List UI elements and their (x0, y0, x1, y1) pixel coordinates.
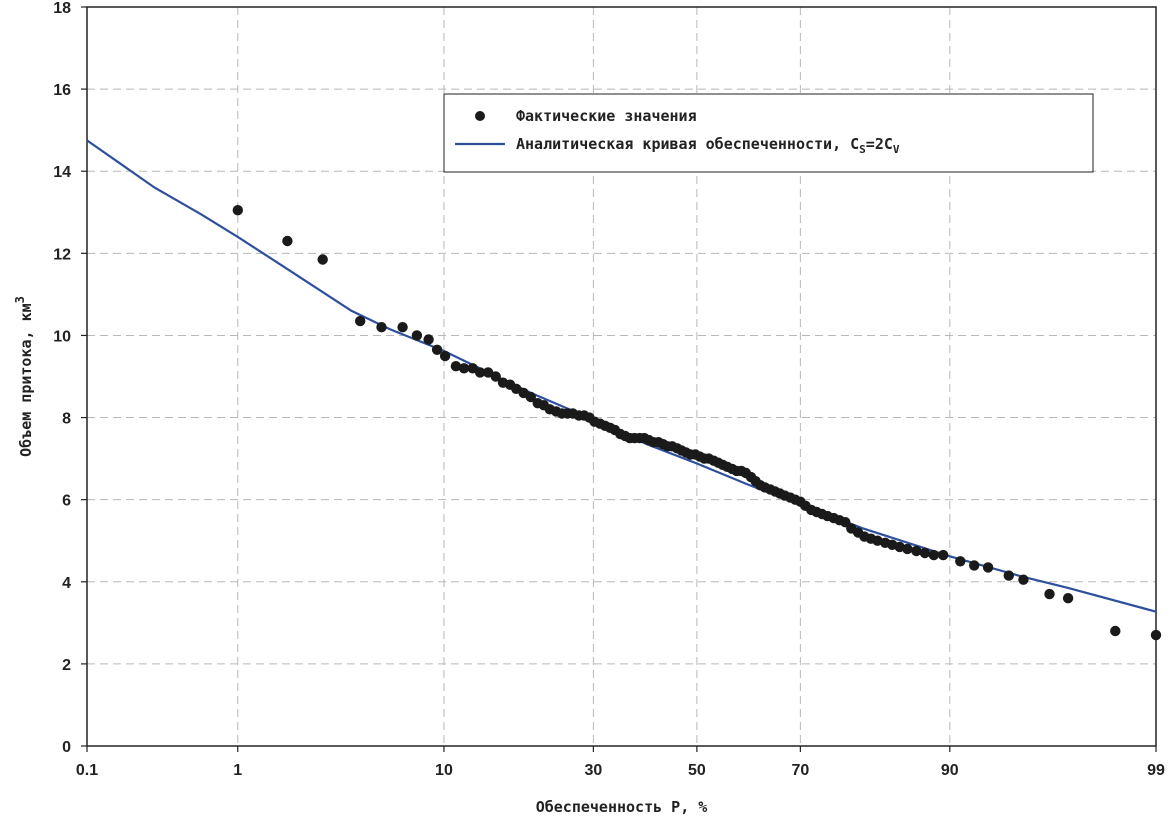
observed-points (232, 205, 1162, 641)
legend-curve-name: Аналитическая кривая обеспеченности, C (516, 135, 859, 153)
data-point (376, 322, 387, 333)
legend-point-marker (475, 111, 485, 121)
y-tick-label: 18 (53, 0, 71, 17)
x-tick-label: 90 (941, 762, 959, 779)
y-tick-label: 0 (62, 739, 71, 756)
data-point (282, 235, 293, 247)
data-point (423, 334, 434, 345)
legend-label-observed: Фактические значения (516, 107, 697, 125)
y-axis-title-superscript: 3 (13, 296, 27, 303)
y-axis-title-text: Объем притока, км (17, 303, 35, 457)
plot-area-frame (86, 6, 1157, 747)
data-point (525, 391, 536, 403)
y-tick-label: 6 (62, 493, 71, 510)
legend-label-curve: Аналитическая кривая обеспеченности, CS=… (516, 135, 900, 156)
data-point (928, 549, 939, 561)
data-point (969, 560, 980, 571)
data-point (482, 367, 494, 378)
y-tick-label: 14 (53, 164, 71, 181)
data-point (938, 549, 949, 561)
data-point (411, 330, 423, 341)
legend: Фактические значения Аналитическая крива… (443, 93, 1094, 173)
data-point (317, 254, 328, 265)
data-point (450, 361, 462, 372)
x-tick-label: 99 (1147, 762, 1165, 779)
data-point (1003, 570, 1014, 581)
data-point (490, 371, 501, 382)
x-tick-label: 10 (435, 762, 453, 779)
x-axis-title: Обеспеченность P, % (536, 798, 708, 816)
data-point (439, 350, 451, 362)
x-tick-label: 0.1 (76, 762, 98, 779)
data-point (1018, 574, 1029, 585)
y-axis-title: Объем притока, км3 (13, 296, 35, 457)
x-tick-label: 30 (584, 762, 602, 779)
analytic-curve-line (86, 139, 1157, 613)
data-point (911, 545, 922, 557)
data-point (1044, 588, 1055, 600)
data-point (232, 205, 243, 216)
y-tick-label: 4 (62, 575, 71, 592)
legend-curve-sub-s: S (859, 143, 866, 156)
legend-curve-sub-v: V (893, 143, 900, 156)
data-point (431, 344, 443, 355)
data-point (1062, 593, 1074, 604)
legend-curve-eq: =2C (866, 135, 893, 153)
data-point (955, 556, 966, 567)
data-point (397, 322, 408, 333)
data-point (1110, 625, 1121, 637)
data-point (902, 543, 913, 555)
x-tick-label: 70 (791, 762, 809, 779)
x-tick-label: 50 (688, 762, 706, 779)
y-tick-label: 2 (62, 657, 71, 674)
data-point (919, 547, 931, 559)
axis-ticks: 0.1 1 10 30 50 70 90 99 0 2 4 6 8 10 12 14 16 18 (53, 0, 1165, 779)
data-point (355, 315, 366, 327)
data-point (474, 367, 486, 378)
x-tick-label: 1 (233, 762, 242, 779)
data-point (982, 562, 994, 573)
legend-box (443, 93, 1094, 173)
data-point (1150, 629, 1162, 641)
y-tick-label: 16 (53, 82, 71, 99)
y-tick-label: 12 (53, 246, 71, 263)
data-point (458, 363, 470, 374)
y-tick-label: 8 (62, 411, 71, 428)
y-tick-label: 10 (53, 328, 71, 345)
